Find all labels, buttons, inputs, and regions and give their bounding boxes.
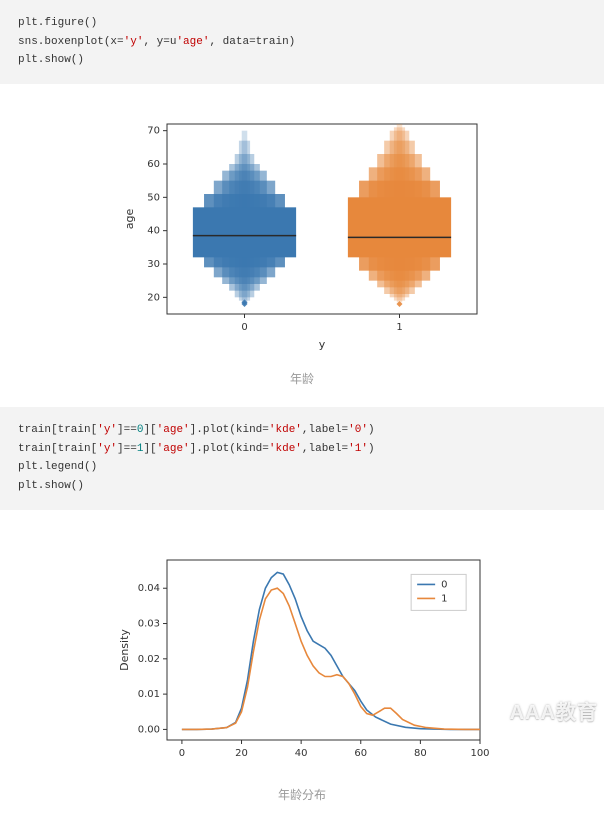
svg-text:0.01: 0.01 bbox=[138, 689, 160, 700]
svg-text:30: 30 bbox=[147, 259, 160, 270]
code-line: plt.show() bbox=[18, 54, 84, 66]
svg-text:70: 70 bbox=[147, 126, 160, 137]
code-line: sns.boxenplot(x='y', y=u'age', data=trai… bbox=[18, 36, 295, 48]
caption-1: 年龄 bbox=[0, 370, 604, 387]
kde-svg: 0 20 40 60 80 100 0.00 0.01 0.02 0.03 0.04 Density 0… bbox=[112, 550, 492, 770]
svg-text:20: 20 bbox=[147, 292, 160, 303]
code-line: train[train['y']==1]['age'].plot(kind='k… bbox=[18, 443, 375, 455]
svg-text:1: 1 bbox=[396, 322, 402, 333]
code-line: plt.show() bbox=[18, 480, 84, 492]
svg-text:100: 100 bbox=[470, 748, 489, 759]
svg-text:age: age bbox=[123, 209, 136, 230]
svg-text:y: y bbox=[319, 338, 326, 351]
code-block-1: plt.figure() sns.boxenplot(x='y', y=u'ag… bbox=[0, 0, 604, 84]
svg-text:0.00: 0.00 bbox=[138, 724, 160, 735]
svg-text:0.02: 0.02 bbox=[138, 654, 160, 665]
svg-text:50: 50 bbox=[147, 192, 160, 203]
svg-text:0: 0 bbox=[179, 748, 185, 759]
svg-text:0.04: 0.04 bbox=[138, 583, 160, 594]
code-line: plt.figure() bbox=[18, 17, 97, 29]
kde-figure: 0 20 40 60 80 100 0.00 0.01 0.02 0.03 0.04 Density 0… bbox=[0, 510, 604, 780]
code-line: train[train['y']==0]['age'].plot(kind='k… bbox=[18, 424, 375, 436]
svg-text:60: 60 bbox=[147, 159, 160, 170]
svg-text:1: 1 bbox=[441, 593, 447, 604]
svg-text:0: 0 bbox=[441, 579, 447, 590]
code-line: plt.legend() bbox=[18, 461, 97, 473]
svg-text:40: 40 bbox=[295, 748, 308, 759]
svg-text:40: 40 bbox=[147, 226, 160, 237]
code-block-2: train[train['y']==0]['age'].plot(kind='k… bbox=[0, 407, 604, 510]
boxenplot-svg: 20 30 40 50 60 70 age 0 1 y bbox=[117, 114, 487, 354]
svg-text:60: 60 bbox=[354, 748, 367, 759]
svg-text:20: 20 bbox=[235, 748, 248, 759]
svg-text:0.03: 0.03 bbox=[138, 618, 160, 629]
caption-2: 年龄分布 bbox=[0, 786, 604, 803]
boxenplot-figure: 20 30 40 50 60 70 age 0 1 y bbox=[0, 84, 604, 364]
svg-text:80: 80 bbox=[414, 748, 427, 759]
svg-text:Density: Density bbox=[118, 628, 131, 670]
svg-text:0: 0 bbox=[241, 322, 247, 333]
